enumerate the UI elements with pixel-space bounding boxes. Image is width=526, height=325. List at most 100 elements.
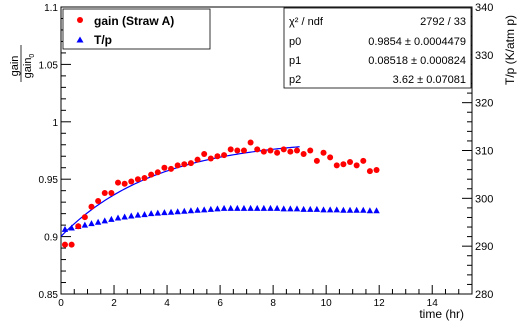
gain-data-point <box>68 241 75 248</box>
tp-data-point <box>134 211 142 218</box>
tp-data-point <box>240 204 248 211</box>
y-right-tick-label: 300 <box>475 193 493 205</box>
tp-data-point <box>141 211 148 218</box>
tp-data-point <box>174 208 181 215</box>
gain-data-point <box>313 157 320 164</box>
tp-data-point <box>214 205 221 212</box>
y-left-axis-label: gain gain0 <box>9 45 36 82</box>
tp-data-point <box>280 205 287 212</box>
gain-data-point <box>201 150 208 157</box>
y-right-tick-label: 290 <box>475 241 493 253</box>
y-right-axis-ticks: 280 290 300 310 320 330 340 <box>462 2 493 301</box>
gain-data-point <box>340 161 347 168</box>
tp-data-point <box>313 205 321 212</box>
y-left-label-denominator: gain0 <box>22 54 36 79</box>
gain-data-point <box>95 198 102 205</box>
tp-data-point <box>340 206 347 213</box>
series-tp-markers <box>61 204 380 232</box>
x-tick-label: 4 <box>164 298 170 309</box>
tp-data-point <box>68 224 75 231</box>
y-left-tick-label: 0.95 <box>39 175 59 186</box>
y-right-axis-label: T/p (K/atm p) <box>503 15 517 85</box>
tp-data-point <box>220 204 228 211</box>
gain-data-point <box>181 161 188 168</box>
tp-data-point <box>346 206 354 213</box>
fit-stat-value-p1: 0.08518 ± 0.000824 <box>368 55 466 67</box>
tp-data-point <box>187 207 195 214</box>
x-tick-label: 8 <box>270 298 276 309</box>
tp-data-point <box>273 204 281 211</box>
x-tick-label: 14 <box>427 298 439 309</box>
tp-data-point <box>267 204 274 211</box>
tp-data-point <box>320 206 327 213</box>
tp-data-point <box>227 204 234 211</box>
y-left-label-numerator: gain <box>9 56 21 77</box>
tp-data-point <box>293 205 301 212</box>
gain-data-point <box>347 158 354 165</box>
gain-data-point <box>287 148 294 155</box>
fit-stat-label-p0: p0 <box>289 36 301 48</box>
gain-data-point <box>81 214 88 221</box>
gain-data-point <box>174 162 181 169</box>
gain-data-point <box>187 160 194 167</box>
gain-data-point <box>234 147 241 154</box>
gain-data-point <box>227 146 234 153</box>
y-left-tick-label: 0.85 <box>39 290 59 301</box>
gain-data-point <box>254 146 261 153</box>
tp-data-point <box>234 204 241 211</box>
x-tick-label: 0 <box>58 298 64 309</box>
gain-data-point <box>274 149 281 156</box>
tp-data-point <box>333 206 340 213</box>
y-right-tick-label: 280 <box>475 289 493 301</box>
gain-data-point <box>327 154 334 161</box>
tp-data-point <box>366 207 374 214</box>
tp-data-point <box>167 208 175 215</box>
gain-data-point <box>207 155 214 162</box>
fit-stat-label-chi2: χ² / ndf <box>289 16 324 28</box>
gain-data-point <box>121 180 128 187</box>
tp-data-point <box>207 205 215 212</box>
gain-data-point <box>360 157 367 164</box>
fit-stats-frame <box>283 7 472 89</box>
gain-data-point <box>353 162 360 169</box>
tp-data-point <box>373 207 380 214</box>
tp-data-point <box>181 207 188 214</box>
gain-data-point <box>134 176 141 183</box>
gain-data-point <box>307 147 314 154</box>
gain-data-point <box>260 148 267 155</box>
y-right-tick-label: 340 <box>475 2 493 14</box>
tp-data-point <box>260 204 268 211</box>
tp-data-point <box>94 218 102 225</box>
gain-data-point <box>333 162 340 169</box>
x-axis-ticks: 0 2 4 6 8 10 12 14 <box>58 285 473 309</box>
gain-data-point <box>88 203 95 210</box>
x-tick-label: 12 <box>374 298 386 309</box>
gain-data-point <box>154 169 161 176</box>
gain-data-point <box>267 147 274 154</box>
gain-data-point <box>366 168 373 175</box>
fit-stat-value-p2: 3.62 ± 0.07081 <box>393 74 466 86</box>
gain-data-point <box>75 223 82 230</box>
fit-stat-value-chi2: 2792 / 33 <box>420 16 466 28</box>
gain-data-point <box>293 147 300 154</box>
gain-data-point <box>108 189 115 196</box>
legend-label-tp: T/p <box>94 33 112 47</box>
gain-data-point <box>128 178 135 185</box>
tp-data-point <box>360 206 367 213</box>
tp-data-point <box>121 213 128 220</box>
gain-data-point <box>214 153 221 160</box>
tp-data-point <box>326 206 334 213</box>
gain-data-point <box>280 146 287 153</box>
tp-data-point <box>154 209 161 216</box>
series-gain-markers <box>61 139 380 248</box>
x-tick-label: 2 <box>111 298 117 309</box>
gain-data-point <box>115 179 122 186</box>
y-left-label-den-text: gain <box>22 58 34 79</box>
tp-data-point <box>353 206 360 213</box>
gain-data-point <box>161 164 168 171</box>
gain-data-point <box>300 150 307 157</box>
gain-data-point <box>240 147 247 154</box>
legend: gain (Straw A) T/p <box>62 8 211 50</box>
legend-label-gain: gain (Straw A) <box>94 14 174 28</box>
x-tick-label: 6 <box>217 298 223 309</box>
